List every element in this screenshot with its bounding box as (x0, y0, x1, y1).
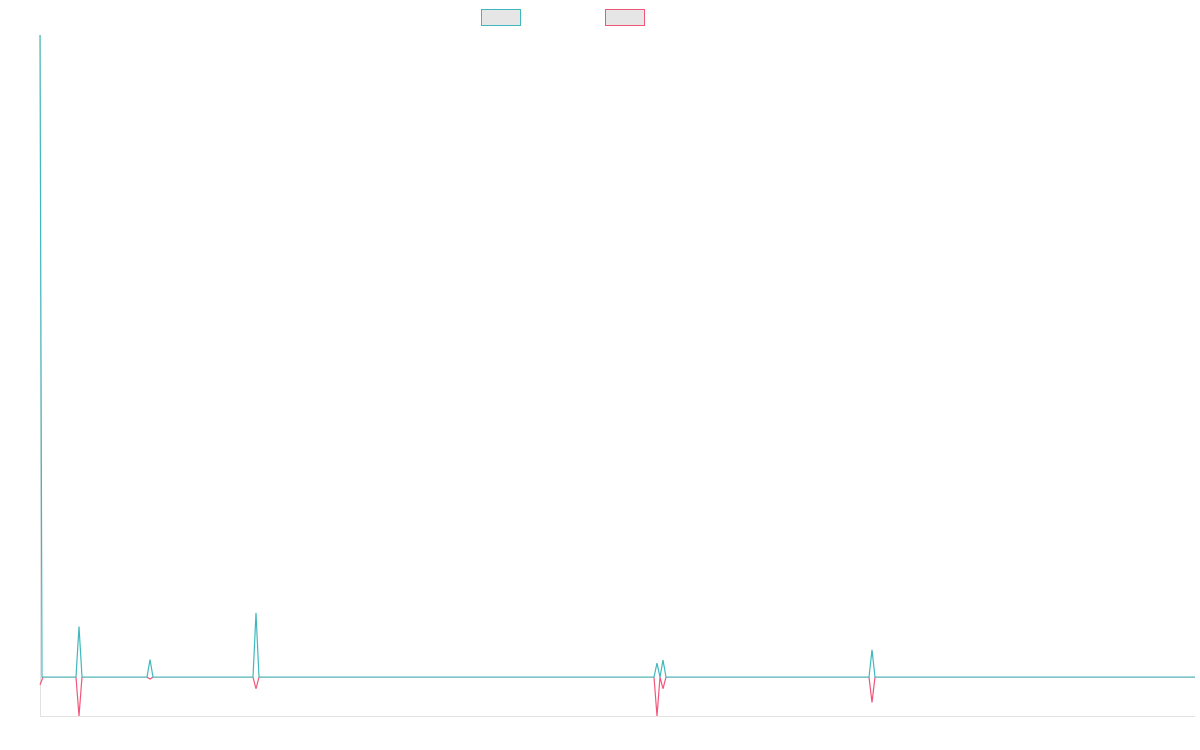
legend-swatch (605, 9, 645, 26)
legend-swatch (481, 9, 521, 26)
series-line (39, 34, 1195, 678)
series-line (39, 676, 1195, 717)
